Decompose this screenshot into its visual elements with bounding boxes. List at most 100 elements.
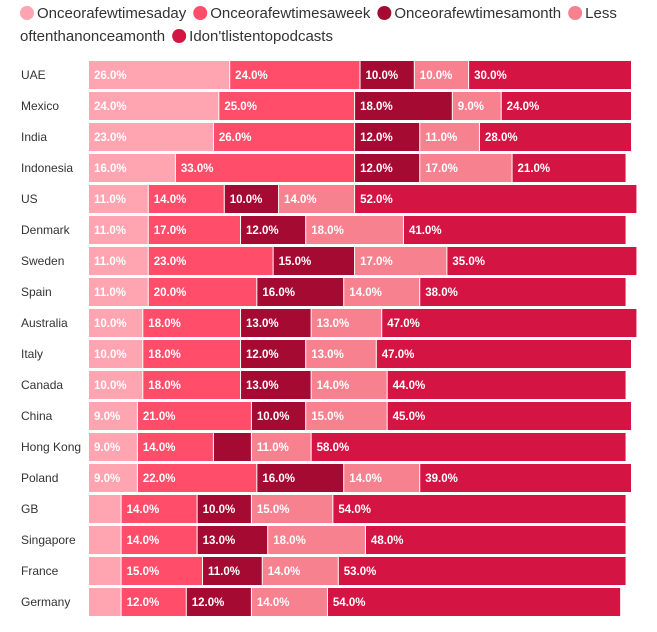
bar-segment-less-often-than-once-a-month[interactable] <box>452 92 501 120</box>
bar-segment-once-or-a-few-times-a-month[interactable] <box>355 123 420 151</box>
bar-segment-i-don-t-listen-to-podcasts[interactable] <box>333 495 626 523</box>
bar-segment-i-don-t-listen-to-podcasts[interactable] <box>355 185 637 213</box>
bar-segment-once-or-a-few-times-a-day[interactable] <box>89 185 148 213</box>
bar-segment-once-or-a-few-times-a-month[interactable] <box>241 340 306 368</box>
bar-segment-less-often-than-once-a-month[interactable] <box>262 557 338 585</box>
bar-segment-i-don-t-listen-to-podcasts[interactable] <box>501 92 631 120</box>
bar-segment-once-or-a-few-times-a-week[interactable] <box>175 154 355 182</box>
bar-segment-once-or-a-few-times-a-week[interactable] <box>148 185 224 213</box>
bar-segment-once-or-a-few-times-a-week[interactable] <box>137 433 213 461</box>
legend-item-less-often-than-once-a-month[interactable]: Less often than once a month <box>20 5 617 45</box>
bar-segment-less-often-than-once-a-month[interactable] <box>306 402 387 430</box>
bar-segment-once-or-a-few-times-a-week[interactable] <box>121 495 197 523</box>
bar-segment-less-often-than-once-a-month[interactable] <box>355 247 447 275</box>
bar-segment-i-don-t-listen-to-podcasts[interactable] <box>365 526 626 554</box>
bar-segment-once-or-a-few-times-a-day[interactable] <box>89 402 137 430</box>
bar-segment-once-or-a-few-times-a-day[interactable] <box>89 154 175 182</box>
bar-segment-once-or-a-few-times-a-week[interactable] <box>230 61 360 89</box>
bar-segment-once-or-a-few-times-a-month[interactable] <box>360 61 414 89</box>
bar-segment-i-don-t-listen-to-podcasts[interactable] <box>327 588 621 616</box>
bar-segment-once-or-a-few-times-a-month[interactable] <box>241 216 306 244</box>
bar-segment-i-don-t-listen-to-podcasts[interactable] <box>338 557 626 585</box>
bar-segment-less-often-than-once-a-month[interactable] <box>420 154 512 182</box>
bar-segment-once-or-a-few-times-a-month[interactable] <box>186 588 251 616</box>
legend-item-once-or-a-few-times-a-month[interactable]: Once or a few times a month <box>377 5 561 22</box>
bar-segment-less-often-than-once-a-month[interactable] <box>311 371 387 399</box>
bar-segment-less-often-than-once-a-month[interactable] <box>251 495 333 523</box>
bar-segment-once-or-a-few-times-a-week[interactable] <box>121 526 197 554</box>
bar-segment-once-or-a-few-times-a-week[interactable] <box>121 557 203 585</box>
bar-segment-less-often-than-once-a-month[interactable] <box>344 464 420 492</box>
bar-segment-once-or-a-few-times-a-week[interactable] <box>219 92 355 120</box>
bar-segment-i-don-t-listen-to-podcasts[interactable] <box>469 61 631 89</box>
bar-segment-once-or-a-few-times-a-month[interactable] <box>224 185 279 213</box>
bar-segment-once-or-a-few-times-a-week[interactable] <box>148 247 273 275</box>
bar-segment-once-or-a-few-times-a-week[interactable] <box>213 123 355 151</box>
bar-segment-once-or-a-few-times-a-week[interactable] <box>143 371 241 399</box>
bar-segment-once-or-a-few-times-a-day[interactable] <box>89 433 137 461</box>
bar-segment-once-or-a-few-times-a-month[interactable] <box>355 92 452 120</box>
bar-segment-once-or-a-few-times-a-week[interactable] <box>148 278 257 306</box>
bar-segment-once-or-a-few-times-a-day[interactable] <box>89 588 121 616</box>
bar-segment-once-or-a-few-times-a-day[interactable] <box>89 309 143 337</box>
bar-segment-once-or-a-few-times-a-month[interactable] <box>257 278 344 306</box>
bar-segment-once-or-a-few-times-a-month[interactable] <box>203 557 262 585</box>
bar-segment-once-or-a-few-times-a-day[interactable] <box>89 464 137 492</box>
bar-segment-less-often-than-once-a-month[interactable] <box>306 216 403 244</box>
bar-segment-once-or-a-few-times-a-month[interactable] <box>355 154 420 182</box>
bar-segment-i-don-t-listen-to-podcasts[interactable] <box>387 402 631 430</box>
bar-segment-less-often-than-once-a-month[interactable] <box>251 588 327 616</box>
legend-item-once-or-a-few-times-a-week[interactable]: Once or a few times a week <box>193 5 371 22</box>
bar-segment-once-or-a-few-times-a-month[interactable] <box>257 464 344 492</box>
legend-label: few <box>452 5 476 22</box>
bar-segment-less-often-than-once-a-month[interactable] <box>311 309 382 337</box>
bar-segment-once-or-a-few-times-a-month[interactable] <box>273 247 355 275</box>
bar-segment-once-or-a-few-times-a-day[interactable] <box>89 340 143 368</box>
bar-segment-once-or-a-few-times-a-day[interactable] <box>89 92 219 120</box>
legend-item-i-don-t-listen-to-podcasts[interactable]: I don't listen to podcasts <box>172 28 333 45</box>
bar-segment-less-often-than-once-a-month[interactable] <box>414 61 469 89</box>
bar-segment-once-or-a-few-times-a-week[interactable] <box>143 309 241 337</box>
bar-segment-i-don-t-listen-to-podcasts[interactable] <box>420 464 631 492</box>
bar-segment-once-or-a-few-times-a-week[interactable] <box>137 402 251 430</box>
bar-segment-less-often-than-once-a-month[interactable] <box>420 123 479 151</box>
bar-segment-i-don-t-listen-to-podcasts[interactable] <box>420 278 626 306</box>
bar-segment-less-often-than-once-a-month[interactable] <box>306 340 376 368</box>
bar-segment-once-or-a-few-times-a-day[interactable] <box>89 61 230 89</box>
bar-segment-once-or-a-few-times-a-day[interactable] <box>89 371 143 399</box>
bar-segment-once-or-a-few-times-a-week[interactable] <box>121 588 186 616</box>
bar-segment-once-or-a-few-times-a-day[interactable] <box>89 526 121 554</box>
bar-segment-i-don-t-listen-to-podcasts[interactable] <box>403 216 626 244</box>
bar-segment-i-don-t-listen-to-podcasts[interactable] <box>512 154 626 182</box>
bar-segment-once-or-a-few-times-a-day[interactable] <box>89 557 121 585</box>
bar-segment-i-don-t-listen-to-podcasts[interactable] <box>447 247 637 275</box>
bar-segment-once-or-a-few-times-a-month[interactable] <box>213 433 251 461</box>
bar-segment-once-or-a-few-times-a-day[interactable] <box>89 123 213 151</box>
bar-segment-less-often-than-once-a-month[interactable] <box>251 433 311 461</box>
bar-row-us: US 11.0% 14.0% 10.0% 14.0% 52.0% <box>21 185 637 213</box>
bar-segment-once-or-a-few-times-a-day[interactable] <box>89 247 148 275</box>
bar-segment-i-don-t-listen-to-podcasts[interactable] <box>479 123 631 151</box>
bar-segment-once-or-a-few-times-a-day[interactable] <box>89 278 148 306</box>
bar-segment-once-or-a-few-times-a-month[interactable] <box>241 309 311 337</box>
bar-segment-less-often-than-once-a-month[interactable] <box>268 526 365 554</box>
bar-segment-once-or-a-few-times-a-month[interactable] <box>197 495 251 523</box>
data-label: 9.0% <box>458 101 484 113</box>
bar-segment-less-often-than-once-a-month[interactable] <box>344 278 420 306</box>
bar-segment-once-or-a-few-times-a-month[interactable] <box>197 526 268 554</box>
bar-segment-i-don-t-listen-to-podcasts[interactable] <box>387 371 626 399</box>
category-label: Indonesia <box>21 161 73 175</box>
bar-segment-once-or-a-few-times-a-month[interactable] <box>251 402 306 430</box>
bar-segment-i-don-t-listen-to-podcasts[interactable] <box>382 309 637 337</box>
bar-segment-once-or-a-few-times-a-week[interactable] <box>148 216 241 244</box>
bar-segment-once-or-a-few-times-a-week[interactable] <box>143 340 241 368</box>
bar-segment-i-don-t-listen-to-podcasts[interactable] <box>376 340 631 368</box>
bar-segment-once-or-a-few-times-a-month[interactable] <box>241 371 311 399</box>
bar-segment-i-don-t-listen-to-podcasts[interactable] <box>311 433 626 461</box>
bar-segment-once-or-a-few-times-a-day[interactable] <box>89 216 148 244</box>
legend-item-once-or-a-few-times-a-day[interactable]: Once or a few times a day <box>20 5 187 22</box>
bar-segment-once-or-a-few-times-a-week[interactable] <box>137 464 257 492</box>
bar-row-india: India 23.0% 26.0% 12.0% 11.0% 28.0% <box>21 123 631 151</box>
bar-segment-once-or-a-few-times-a-day[interactable] <box>89 495 121 523</box>
bar-segment-less-often-than-once-a-month[interactable] <box>279 185 355 213</box>
